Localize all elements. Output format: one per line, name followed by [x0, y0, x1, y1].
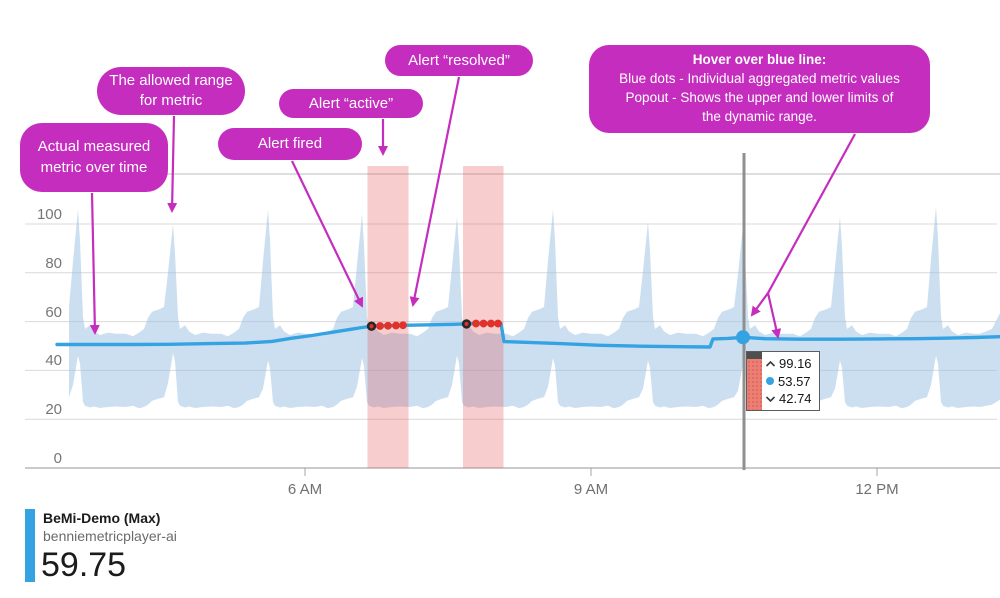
annotation-arrow	[291, 160, 364, 308]
metric-point-value: 53.57	[778, 373, 811, 389]
callout-text: The allowed range	[109, 72, 233, 89]
y-tick-label: 0	[53, 450, 62, 467]
series-color-bar	[25, 509, 35, 582]
hover-tooltip: 99.16 53.57 42.74	[746, 351, 820, 411]
y-tick-label: 60	[45, 303, 62, 321]
annotation-arrow	[766, 292, 782, 339]
callout-text: Blue dots - Individual aggregated metric…	[619, 71, 900, 86]
alert-fired-dot[interactable]	[461, 319, 472, 329]
lower-limit-value: 42.74	[779, 391, 812, 406]
callout-alert-resolved: Alert “resolved”	[385, 45, 533, 76]
metric-name: BeMi-Demo (Max)	[43, 510, 161, 526]
y-tick-label: 40	[45, 352, 62, 370]
y-tick-label: 100	[36, 206, 62, 223]
annotation-arrow	[89, 192, 100, 335]
callout-allowed-range: The allowed range for metric	[97, 67, 245, 115]
metric-current-value: 59.75	[41, 546, 127, 584]
callout-title: Hover over blue line:	[692, 52, 827, 67]
tooltip-lower-row: 42.74	[765, 391, 818, 407]
callout-text: Alert “resolved”	[408, 52, 510, 69]
x-tick-label: 6 AM	[287, 481, 323, 498]
alert-dot[interactable]	[392, 321, 400, 330]
callout-hover-info: Hover over blue line: Blue dots - Indivi…	[589, 45, 930, 133]
alert-dot[interactable]	[472, 319, 480, 328]
alert-active-band	[367, 166, 409, 468]
callout-alert-active: Alert “active”	[279, 89, 423, 118]
upper-limit-value: 99.16	[779, 356, 812, 371]
callout-text: Alert fired	[257, 135, 323, 152]
aggregated-point-dot[interactable]	[736, 330, 750, 345]
allowed-range-area	[69, 206, 1000, 409]
metric-point-icon	[766, 377, 774, 385]
alert-dot[interactable]	[376, 322, 384, 330]
legend-item[interactable]: BeMi-Demo (Max) benniemetricplayer-ai 59…	[25, 509, 177, 584]
callout-text: for metric	[139, 92, 203, 109]
x-tick-label: 12 PM	[855, 481, 899, 498]
chevron-up-icon	[765, 360, 776, 367]
annotation-arrow	[409, 76, 461, 307]
alert-dot[interactable]	[399, 321, 407, 330]
alert-dot[interactable]	[479, 319, 488, 328]
y-tick-label: 20	[45, 401, 62, 419]
tooltip-metric-row: 53.57	[765, 373, 818, 389]
callout-text: Actual measured	[37, 138, 151, 155]
chevron-down-icon	[765, 395, 776, 402]
callout-actual-metric: Actual measured metric over time	[20, 123, 168, 192]
x-tick-label: 9 AM	[573, 481, 609, 498]
annotation-arrow	[167, 115, 178, 213]
tooltip-values: 99.16 53.57 42.74	[762, 352, 819, 410]
alert-dot[interactable]	[384, 321, 392, 330]
y-tick-label: 80	[45, 254, 62, 272]
callout-alert-fired: Alert fired	[218, 128, 362, 160]
alert-dot[interactable]	[494, 319, 502, 328]
callout-text: metric over time	[40, 159, 148, 176]
callout-text: Popout - Shows the upper and lower limit…	[625, 90, 894, 105]
callout-text: the dynamic range.	[702, 109, 817, 124]
range-swatch	[747, 352, 762, 410]
resource-name: benniemetricplayer-ai	[43, 528, 177, 544]
alert-fired-dot[interactable]	[366, 321, 377, 331]
alert-dot[interactable]	[487, 319, 495, 328]
cursor-line-swatch	[747, 352, 762, 359]
callout-text: Alert “active”	[308, 95, 394, 112]
alert-active-band	[463, 166, 504, 468]
tooltip-upper-row: 99.16	[765, 356, 818, 372]
